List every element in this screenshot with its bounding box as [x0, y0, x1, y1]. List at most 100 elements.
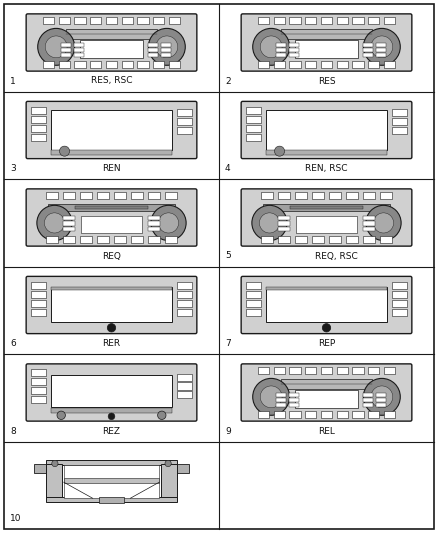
Bar: [278, 216, 290, 220]
Bar: [122, 61, 133, 68]
Bar: [63, 227, 74, 231]
Bar: [276, 53, 286, 57]
Bar: [384, 411, 395, 418]
Bar: [295, 192, 307, 198]
Bar: [74, 47, 84, 52]
Bar: [289, 403, 299, 407]
Bar: [46, 497, 177, 502]
Bar: [276, 392, 286, 397]
Bar: [106, 17, 117, 24]
Bar: [177, 118, 192, 125]
Circle shape: [108, 413, 115, 419]
Bar: [321, 411, 332, 418]
Bar: [46, 192, 58, 198]
Text: REN, RSC: REN, RSC: [305, 164, 348, 173]
Bar: [74, 61, 86, 68]
Bar: [364, 53, 374, 57]
Bar: [346, 237, 358, 243]
Bar: [148, 216, 160, 220]
Bar: [376, 53, 386, 57]
Bar: [122, 17, 133, 24]
Bar: [46, 459, 177, 465]
Bar: [61, 53, 71, 57]
Bar: [276, 43, 286, 47]
Bar: [97, 192, 109, 198]
Bar: [321, 367, 332, 374]
Bar: [177, 309, 192, 316]
Bar: [289, 367, 300, 374]
Bar: [246, 134, 261, 141]
Bar: [261, 237, 273, 243]
Circle shape: [156, 36, 178, 58]
Bar: [34, 464, 49, 473]
Bar: [148, 237, 160, 243]
Bar: [289, 411, 300, 418]
Text: REQ, RSC: REQ, RSC: [315, 252, 358, 261]
Bar: [289, 47, 299, 52]
Text: RES: RES: [318, 77, 336, 85]
Circle shape: [260, 386, 282, 408]
Bar: [63, 237, 75, 243]
Bar: [177, 109, 192, 116]
Bar: [305, 411, 316, 418]
Bar: [368, 367, 379, 374]
Bar: [352, 61, 364, 68]
Bar: [31, 134, 46, 141]
Bar: [74, 206, 148, 208]
Text: 5: 5: [225, 252, 231, 261]
Bar: [289, 392, 299, 397]
Bar: [246, 125, 261, 132]
Bar: [161, 43, 171, 47]
Bar: [281, 29, 372, 39]
Bar: [295, 390, 358, 408]
Bar: [266, 150, 387, 155]
Bar: [138, 61, 149, 68]
Circle shape: [371, 386, 393, 408]
Bar: [263, 204, 390, 211]
Bar: [59, 61, 70, 68]
Bar: [295, 237, 307, 243]
Bar: [392, 309, 407, 316]
Bar: [31, 378, 46, 385]
Bar: [392, 290, 407, 297]
Bar: [336, 17, 348, 24]
Bar: [364, 227, 375, 231]
Circle shape: [44, 213, 64, 233]
Bar: [384, 367, 395, 374]
Bar: [80, 237, 92, 243]
FancyBboxPatch shape: [241, 277, 412, 334]
Circle shape: [107, 324, 116, 332]
Text: RES, RSC: RES, RSC: [91, 77, 132, 85]
Bar: [161, 47, 171, 52]
Text: 8: 8: [10, 426, 16, 435]
Text: 7: 7: [225, 339, 231, 348]
Bar: [273, 17, 285, 24]
Bar: [258, 367, 269, 374]
Bar: [165, 192, 177, 198]
Circle shape: [57, 411, 65, 419]
Bar: [392, 109, 407, 116]
Bar: [31, 369, 46, 376]
Bar: [174, 464, 190, 473]
Bar: [364, 47, 374, 52]
Circle shape: [45, 36, 67, 58]
Bar: [376, 398, 386, 402]
Bar: [329, 192, 341, 198]
Bar: [246, 309, 261, 316]
Bar: [31, 300, 46, 306]
Bar: [148, 43, 159, 47]
Bar: [148, 53, 159, 57]
Bar: [31, 396, 46, 403]
Bar: [289, 17, 300, 24]
FancyBboxPatch shape: [26, 101, 197, 159]
Circle shape: [275, 146, 285, 156]
Bar: [266, 287, 387, 290]
Bar: [148, 221, 160, 225]
Bar: [312, 237, 324, 243]
Bar: [148, 47, 159, 52]
Text: 2: 2: [225, 77, 231, 85]
Bar: [31, 107, 46, 114]
Bar: [278, 192, 290, 198]
Bar: [321, 61, 332, 68]
Circle shape: [158, 411, 166, 419]
